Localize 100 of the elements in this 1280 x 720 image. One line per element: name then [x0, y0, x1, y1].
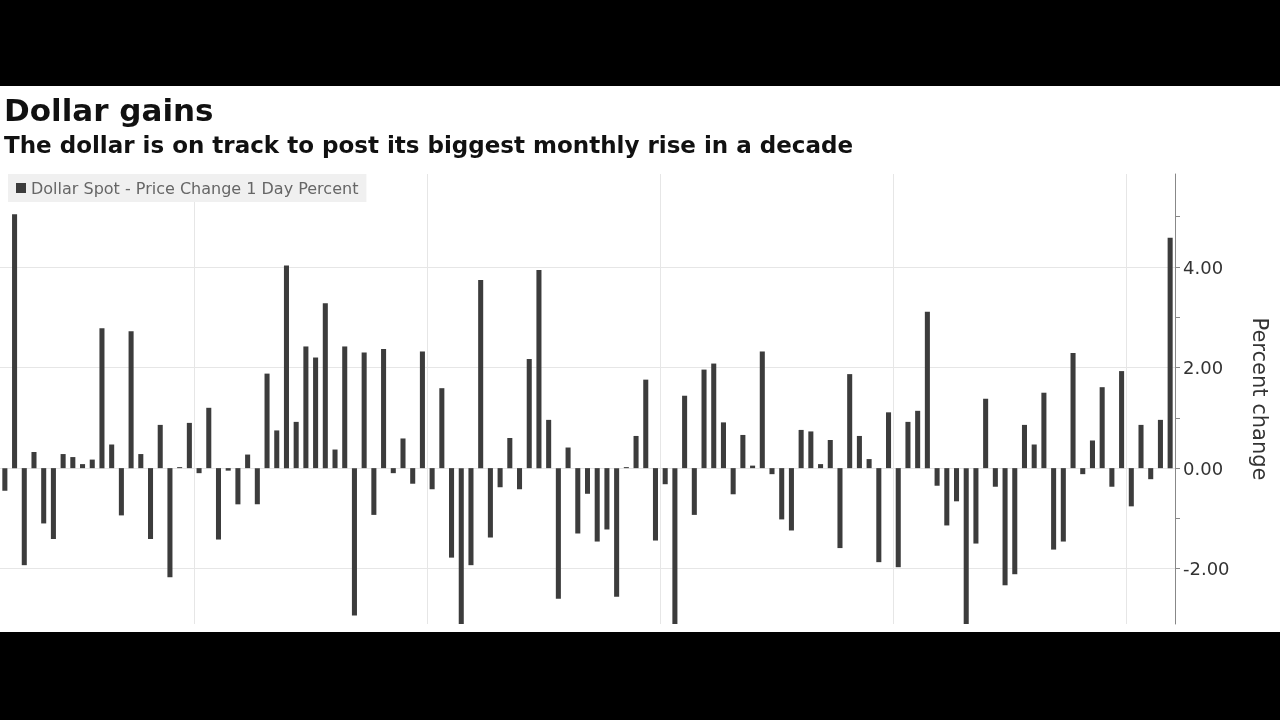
bar — [856, 435, 862, 469]
bar — [41, 468, 47, 524]
bar — [866, 459, 872, 469]
bar — [381, 348, 387, 469]
bar — [89, 459, 95, 469]
bar — [1089, 440, 1095, 469]
bar — [283, 265, 289, 469]
bar — [322, 303, 328, 469]
bar — [1157, 419, 1163, 469]
bar — [1080, 468, 1086, 475]
bar — [225, 468, 231, 471]
bar — [536, 270, 542, 469]
bar — [546, 419, 552, 469]
bar — [109, 444, 115, 469]
bar — [614, 468, 620, 597]
bar — [342, 346, 348, 469]
bar — [1099, 387, 1105, 469]
bar — [80, 464, 86, 469]
bar — [526, 359, 532, 469]
bar — [963, 468, 969, 624]
bar — [992, 468, 998, 487]
bar — [779, 468, 785, 520]
bar — [215, 468, 222, 540]
bar — [12, 214, 18, 469]
bar — [487, 468, 493, 538]
bar — [633, 435, 639, 469]
bar — [1051, 468, 1057, 550]
bar — [497, 468, 503, 488]
bar — [788, 468, 794, 531]
bar — [730, 468, 736, 495]
bar — [1060, 468, 1066, 542]
bar — [584, 468, 591, 494]
bar — [118, 468, 124, 516]
bar — [1128, 468, 1134, 507]
bar — [905, 421, 911, 469]
bar — [973, 468, 979, 544]
y-tick-label: 0.00 — [1183, 457, 1224, 479]
bar — [1031, 444, 1037, 469]
bar — [31, 452, 37, 469]
bar — [186, 422, 192, 469]
bar — [303, 346, 309, 469]
bar — [264, 373, 270, 469]
bar — [439, 388, 445, 469]
bar — [652, 468, 658, 541]
bar — [895, 468, 901, 568]
bar — [206, 407, 212, 469]
bar — [720, 422, 726, 469]
bar — [361, 352, 367, 469]
bar — [886, 412, 892, 469]
bar — [953, 468, 960, 502]
bar — [672, 468, 678, 624]
bar — [1119, 371, 1125, 469]
bar — [818, 464, 824, 469]
legend-label: Dollar Spot - Price Change 1 Day Percent — [31, 178, 359, 198]
bar — [371, 468, 377, 515]
bar — [662, 468, 668, 485]
bar — [468, 468, 474, 566]
bar — [740, 434, 746, 469]
bar — [711, 363, 717, 469]
bar — [99, 328, 105, 469]
y-tick-label: 2.00 — [1183, 357, 1224, 379]
bar — [555, 468, 561, 599]
chart-subtitle: The dollar is on track to post its biggest monthly rise in a decade — [4, 132, 854, 158]
bar — [50, 468, 56, 540]
bar — [351, 468, 357, 616]
bar — [798, 429, 804, 469]
bar — [293, 421, 299, 469]
bar — [1167, 237, 1173, 469]
bar — [517, 468, 523, 490]
bar — [2, 468, 8, 491]
bar — [594, 468, 600, 542]
bar — [167, 468, 173, 578]
bar — [458, 468, 464, 624]
bar — [147, 468, 154, 540]
bar — [1002, 468, 1008, 586]
bar — [983, 398, 989, 469]
bar — [332, 449, 338, 469]
bar — [478, 280, 484, 469]
bar — [21, 468, 27, 566]
bar — [808, 431, 814, 469]
bar — [759, 351, 765, 469]
bar — [691, 468, 697, 515]
bar — [507, 437, 513, 469]
bar — [313, 357, 319, 469]
bar — [60, 454, 66, 469]
bar — [915, 410, 921, 469]
bar — [944, 468, 950, 526]
bar — [934, 468, 940, 486]
bar — [410, 468, 416, 484]
bar — [400, 438, 406, 469]
bar — [245, 454, 251, 469]
bar — [138, 454, 144, 469]
bar — [827, 439, 833, 469]
bar — [1041, 392, 1047, 469]
bar — [1021, 424, 1028, 469]
bar — [604, 468, 610, 530]
bar — [449, 468, 455, 558]
bar — [419, 351, 425, 469]
bar — [643, 379, 649, 469]
bar — [565, 447, 571, 469]
